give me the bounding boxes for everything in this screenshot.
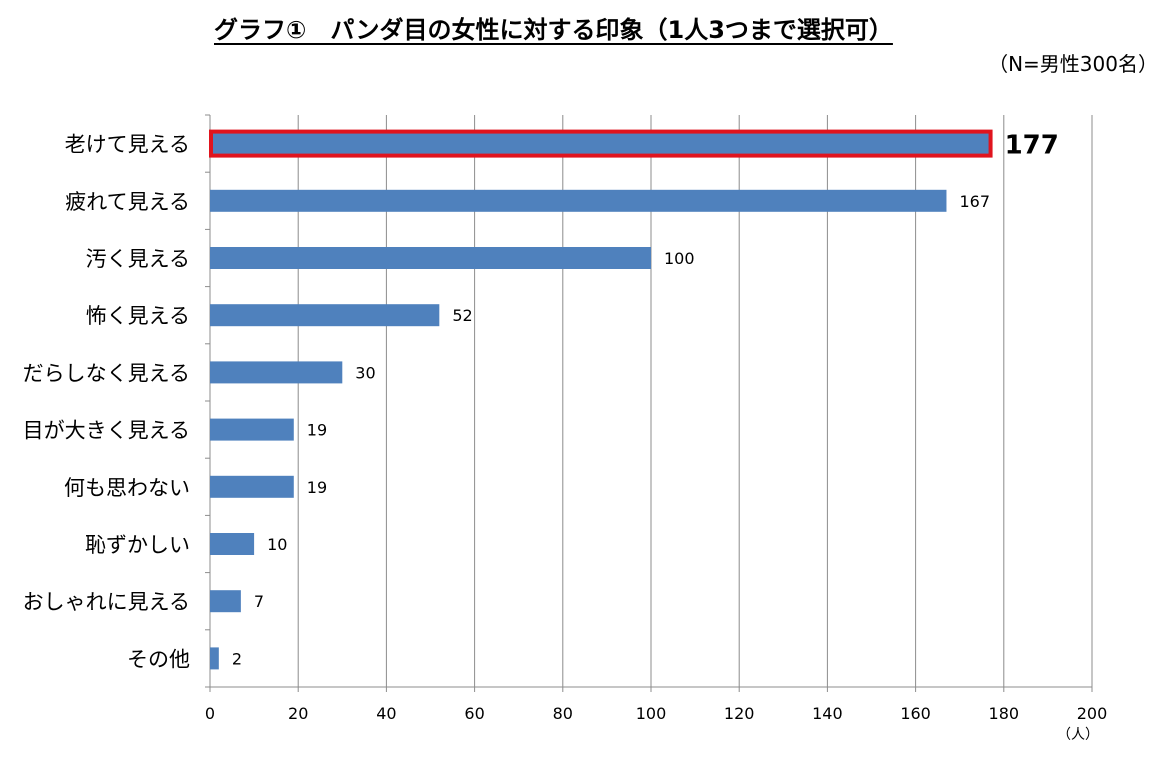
x-tick-label: 60 <box>464 704 484 723</box>
data-label: 2 <box>232 649 242 668</box>
x-tick-label: 40 <box>376 704 396 723</box>
x-tick-label: 140 <box>812 704 843 723</box>
chart-title: グラフ① パンダ目の女性に対する印象（1人3つまで選択可） <box>214 16 893 44</box>
category-label: 何も思わない <box>64 476 190 500</box>
x-tick-label: 20 <box>288 704 308 723</box>
bar <box>210 533 255 555</box>
x-tick-label: 100 <box>636 704 667 723</box>
bar <box>210 590 241 613</box>
bar <box>210 189 947 212</box>
chart-subtitle: （N=男性300名） <box>988 52 1158 76</box>
category-label: 疲れて見える <box>65 190 190 214</box>
x-unit-label: （人） <box>1057 727 1099 743</box>
x-tick-label: 160 <box>900 704 931 723</box>
data-label: 52 <box>452 306 472 325</box>
category-label: 怖く見える <box>86 304 190 328</box>
category-label: 恥ずかしい <box>85 533 190 557</box>
category-label: おしゃれに見える <box>23 590 190 614</box>
bar <box>210 304 440 327</box>
highlight-frame <box>209 129 993 158</box>
bar <box>210 475 294 498</box>
data-label: 19 <box>307 478 327 497</box>
data-label: 100 <box>664 249 695 268</box>
category-label: 老けて見える <box>65 133 190 157</box>
category-label: 汚く見える <box>86 247 190 271</box>
category-label: 目が大きく見える <box>23 419 190 443</box>
x-tick-label: 200 <box>1077 704 1108 723</box>
data-label: 19 <box>307 421 327 440</box>
x-tick-label: 0 <box>205 704 215 723</box>
bar <box>210 132 991 155</box>
category-label: だらしなく見える <box>23 361 190 385</box>
data-label: 30 <box>355 363 375 382</box>
bar <box>210 247 651 269</box>
data-label: 10 <box>267 535 287 554</box>
category-label: その他 <box>127 647 190 671</box>
data-label: 167 <box>959 192 990 211</box>
bar <box>210 418 294 441</box>
x-tick-label: 180 <box>989 704 1020 723</box>
x-tick-label: 80 <box>553 704 573 723</box>
bar <box>210 647 219 670</box>
data-label: 177 <box>1005 131 1059 161</box>
x-tick-label: 120 <box>724 704 755 723</box>
data-label: 7 <box>254 592 264 611</box>
bar <box>210 361 343 384</box>
